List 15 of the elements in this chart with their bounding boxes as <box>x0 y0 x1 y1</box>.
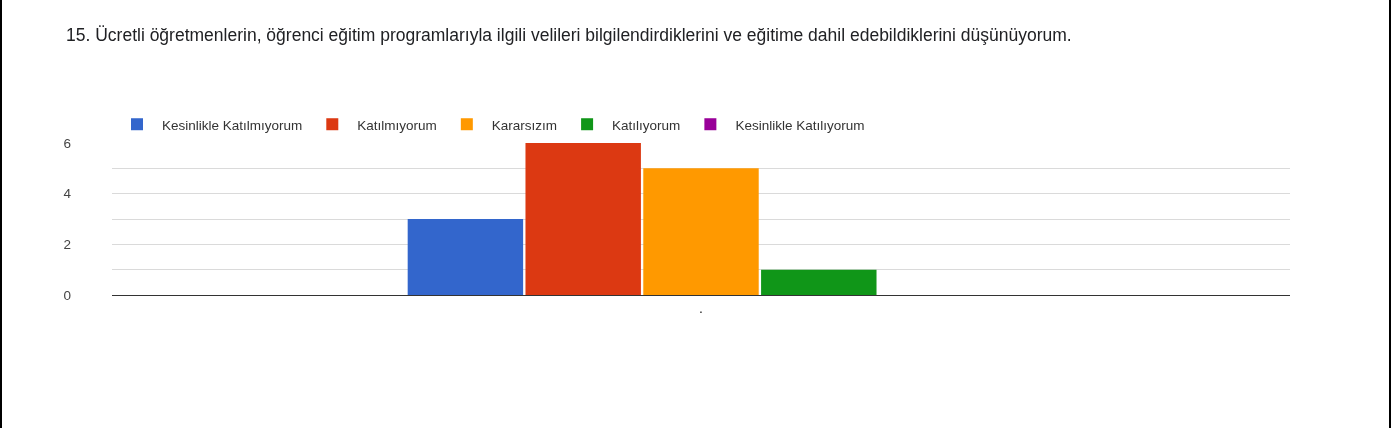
bar <box>525 143 641 295</box>
legend-label: Kesinlikle Katılıyorum <box>735 117 865 133</box>
legend-label: Kararsızım <box>491 117 558 133</box>
x-tick-label: . <box>699 299 703 316</box>
bar <box>407 219 524 295</box>
chart-title: 15. Ücretli öğretmenlerin, öğrenci eğitim programlarıyla ilgili velileri bilgilendirdiklerini ve eğitime dahil edebildiklerini düşünüyorum. <box>66 24 1073 47</box>
bar <box>761 269 877 295</box>
y-tick-label: 2 <box>63 237 71 253</box>
y-tick-label: 0 <box>63 287 71 303</box>
y-tick-label: 6 <box>63 135 71 151</box>
legend-label: Katılmıyorum <box>357 117 437 133</box>
bar <box>643 168 759 295</box>
legend-label: Katılıyorum <box>612 117 681 133</box>
y-tick-label: 4 <box>63 186 72 202</box>
legend-label: Kesinlikle Katılmıyorum <box>162 117 303 133</box>
